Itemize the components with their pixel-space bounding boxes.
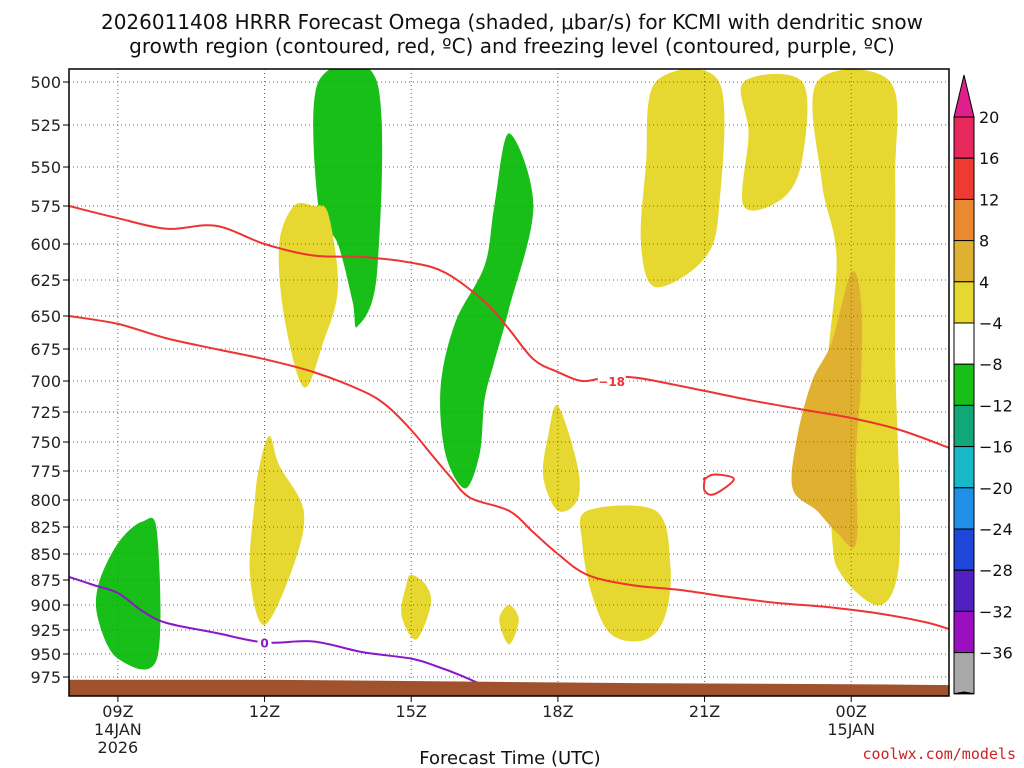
y-tick-label-900: 900: [30, 596, 61, 615]
x-tick-label-18Z: 18Z: [542, 702, 573, 721]
x-tick-year-09Z: 2026: [98, 738, 139, 757]
colorbar-label-9: −20: [979, 479, 1013, 498]
y-tick-label-700: 700: [30, 372, 61, 391]
y-tick-label-575: 575: [30, 197, 61, 216]
colorbar-segment-6: [953, 363, 975, 406]
y-tick-label-675: 675: [30, 340, 61, 359]
omega-region-4: [640, 69, 725, 288]
isotherm--12C: [69, 205, 949, 449]
y-tick-label-625: 625: [30, 271, 61, 290]
credit-text: coolwx.com/models: [862, 745, 1016, 763]
colorbar-label-11: −28: [979, 561, 1013, 580]
omega-region-10: [542, 405, 580, 512]
y-tick-label-850: 850: [30, 545, 61, 564]
colorbar-label-4: 4: [979, 273, 989, 292]
colorbar-label-12: −32: [979, 602, 1013, 621]
omega-region-1: [440, 133, 534, 489]
colorbar-segment-5: [953, 322, 975, 365]
colorbar-segment-13: [953, 652, 975, 695]
y-tick-label-600: 600: [30, 235, 61, 254]
contours: −18 0: [69, 205, 949, 687]
colorbar-label-3: 8: [979, 232, 989, 251]
y-tick-label-725: 725: [30, 403, 61, 422]
omega-region-11: [579, 505, 671, 642]
chart-title-line1: 2026011408 HRRR Forecast Omega (shaded, …: [101, 10, 923, 34]
colorbar-label-1: 16: [979, 149, 999, 168]
freezing-level-label-bg: [257, 635, 272, 650]
omega-region-5: [740, 73, 808, 211]
y-tick-label-775: 775: [30, 462, 61, 481]
omega-shading: [95, 69, 901, 670]
colorbar-segment-9: [953, 487, 975, 530]
colorbar-label-6: −8: [979, 355, 1003, 374]
colorbar-label-5: −4: [979, 314, 1003, 333]
colorbar-label-8: −16: [979, 438, 1013, 457]
chart-title-line2: growth region (contoured, red, ºC) and f…: [129, 34, 895, 58]
isotherm-label: −18: [598, 375, 625, 389]
y-tick-label-925: 925: [30, 621, 61, 640]
colorbar-bottom-arrow: [953, 691, 975, 695]
colorbar-label-13: −36: [979, 644, 1013, 663]
terrain: [69, 679, 949, 696]
omega-region-7: [249, 436, 305, 626]
y-tick-label-825: 825: [30, 518, 61, 537]
colorbar-segment-1: [953, 157, 975, 200]
isotherm--18C: [69, 315, 949, 630]
omega-region-3: [278, 202, 338, 388]
colorbar-segment-11: [953, 569, 975, 612]
colorbar-segment-3: [953, 240, 975, 283]
colorbar-segment-10: [953, 528, 975, 571]
freezing-level-label: 0: [260, 636, 268, 650]
y-tick-label-525: 525: [30, 116, 61, 135]
isotherm--18C-closed: [702, 473, 735, 496]
omega-region-12: [791, 271, 862, 548]
y-tick-label-800: 800: [30, 491, 61, 510]
y-tick-label-750: 750: [30, 433, 61, 452]
colorbar-label-0: 20: [979, 108, 999, 127]
omega-region-0: [313, 69, 383, 328]
omega-region-2: [95, 517, 161, 670]
colorbar-label-7: −12: [979, 396, 1013, 415]
colorbar-top-arrow: [953, 74, 975, 118]
colorbar: 20 16 12 8 4 −4 −8 −12 −16 −20 −24 −28 −32 −36: [953, 74, 1013, 695]
y-tick-label-875: 875: [30, 571, 61, 590]
omega-region-9: [499, 605, 519, 645]
plot-area: −18 0: [68, 68, 950, 697]
x-tick-label-15Z: 15Z: [396, 702, 427, 721]
y-tick-label-550: 550: [30, 158, 61, 177]
x-tick-label-21Z: 21Z: [689, 702, 720, 721]
x-tick-label-12Z: 12Z: [249, 702, 280, 721]
colorbar-segment-12: [953, 610, 975, 654]
omega-region-8: [401, 574, 432, 640]
x-tick-date-09Z: 14JAN: [94, 720, 142, 739]
terrain-surface: [69, 679, 949, 696]
colorbar-segment-0: [953, 116, 975, 159]
colorbar-segment-7: [953, 404, 975, 448]
y-tick-label-975: 975: [30, 668, 61, 687]
y-tick-label-500: 500: [30, 73, 61, 92]
y-tick-label-650: 650: [30, 307, 61, 326]
colorbar-segment-2: [953, 198, 975, 242]
isotherm-label-bg: [597, 374, 626, 388]
colorbar-segment-4: [953, 281, 975, 324]
plot-frame: [68, 68, 950, 697]
colorbar-label-10: −24: [979, 520, 1013, 539]
colorbar-segment-8: [953, 446, 975, 489]
colorbar-label-2: 12: [979, 190, 999, 209]
x-tick-label-00Z: 00Z: [836, 702, 867, 721]
x-tick-date-00Z: 15JAN: [827, 720, 875, 739]
grid-lines: [69, 69, 949, 696]
y-tick-label-950: 950: [30, 645, 61, 664]
x-tick-label-09Z: 09Z: [102, 702, 133, 721]
x-axis-label: Forecast Time (UTC): [419, 748, 600, 768]
y-axis: 500 525 550 575 600 625 650 675 700 725 750 775 800 8…: [30, 73, 69, 687]
